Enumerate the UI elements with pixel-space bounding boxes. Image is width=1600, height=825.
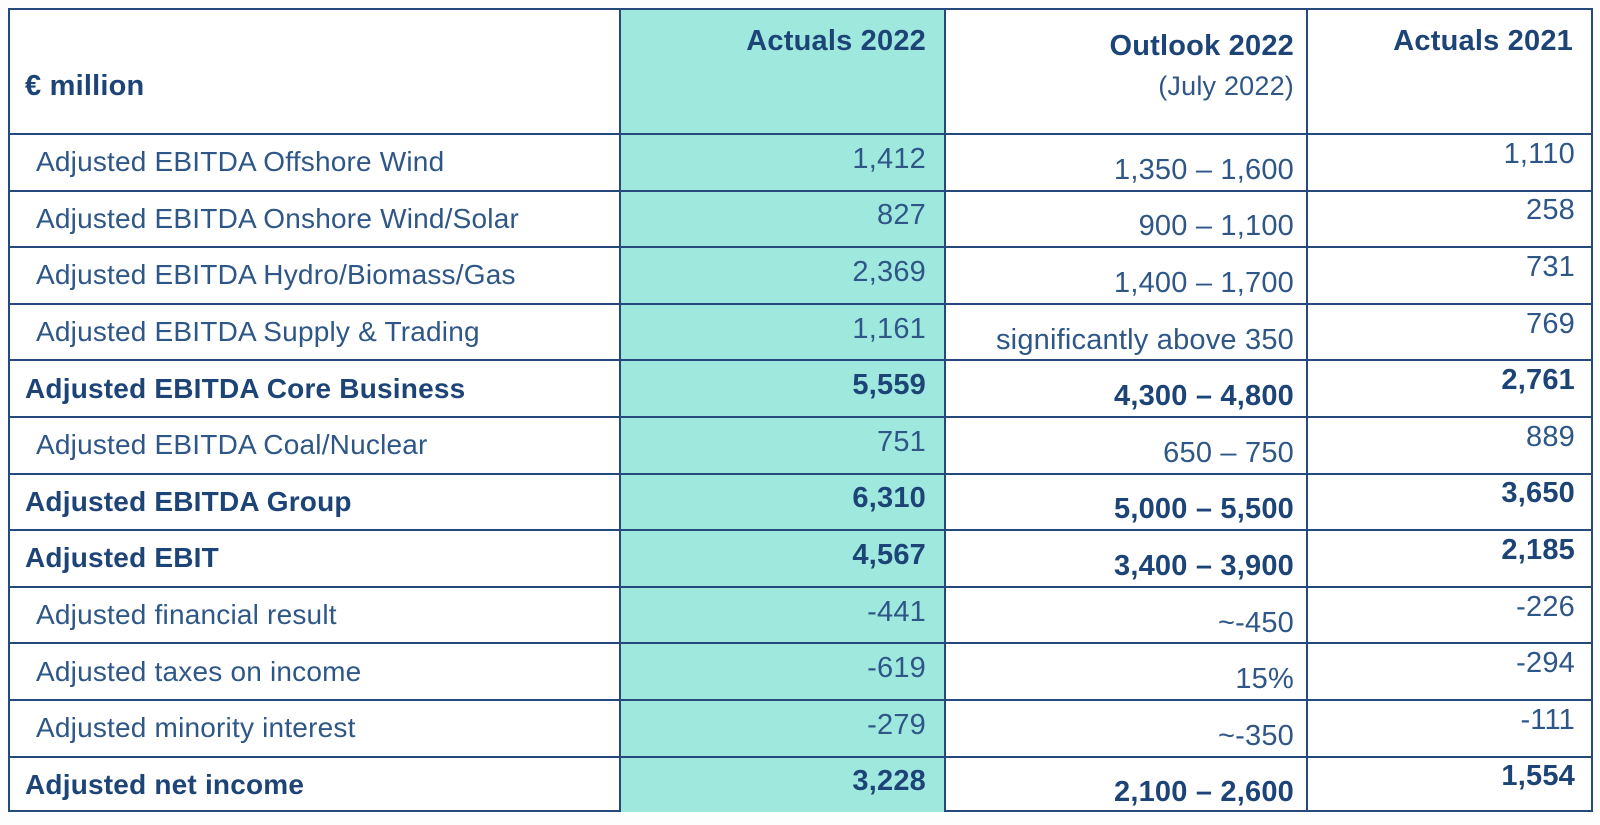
table-row: Adjusted EBIT 4,567 3,400 – 3,900 2,185 xyxy=(10,529,1591,586)
actuals-2022-cell: 6,310 xyxy=(621,474,946,530)
table-header-row: € million Actuals 2022 Outlook 2022 (Jul… xyxy=(10,10,1591,133)
actuals-2022-cell: -441 xyxy=(621,587,946,643)
column-header-outlook-2022: Outlook 2022 (July 2022) xyxy=(946,10,1308,133)
table-row: Adjusted taxes on income -619 15% -294 xyxy=(10,642,1591,699)
outlook-2022-cell: 1,400 – 1,700 xyxy=(946,248,1308,303)
column-header-outlook-subtitle: (July 2022) xyxy=(1158,71,1294,102)
outlook-2022-cell: 5,000 – 5,500 xyxy=(946,474,1308,530)
column-header-outlook-title: Outlook 2022 xyxy=(1109,30,1294,62)
actuals-2021-cell: 769 xyxy=(1526,307,1575,340)
actuals-2022-cell: -279 xyxy=(621,700,946,756)
outlook-2022-cell: significantly above 350 xyxy=(946,304,1308,360)
actuals-2021-cell: 258 xyxy=(1526,194,1575,227)
column-header-actuals-2022: Actuals 2022 xyxy=(621,10,946,133)
table-row: Adjusted EBITDA Hydro/Biomass/Gas 2,369 … xyxy=(10,246,1591,303)
table-row: Adjusted minority interest -279 ~-350 -1… xyxy=(10,698,1591,756)
financials-table: € million Actuals 2022 Outlook 2022 (Jul… xyxy=(8,8,1593,813)
row-label: Adjusted EBITDA Core Business xyxy=(10,361,621,416)
outlook-2022-cell: 900 – 1,100 xyxy=(946,191,1308,247)
actuals-2021-cell: -226 xyxy=(1516,590,1575,623)
row-label: Adjusted EBITDA Offshore Wind xyxy=(10,135,621,190)
actuals-2021-cell: 731 xyxy=(1526,250,1575,283)
actuals-2021-cell: 1,110 xyxy=(1503,137,1575,170)
row-label: Adjusted EBITDA Group xyxy=(10,474,621,530)
table-row: Adjusted EBITDA Offshore Wind 1,412 1,35… xyxy=(10,133,1591,190)
row-label: Adjusted EBITDA Hydro/Biomass/Gas xyxy=(10,248,621,303)
table-row: Adjusted EBITDA Core Business 5,559 4,30… xyxy=(10,359,1591,416)
actuals-2021-cell: -294 xyxy=(1516,647,1575,680)
actuals-2022-cell: 1,412 xyxy=(621,135,946,190)
actuals-2021-cell: -111 xyxy=(1520,703,1575,736)
table-row: Adjusted financial result -441 ~-450 -22… xyxy=(10,585,1591,643)
column-header-actuals-2021: Actuals 2021 xyxy=(1393,25,1573,57)
outlook-2022-cell: 4,300 – 4,800 xyxy=(946,361,1308,416)
actuals-2022-cell: 751 xyxy=(621,417,946,473)
outlook-2022-cell: ~-450 xyxy=(946,587,1308,643)
row-label: Adjusted taxes on income xyxy=(10,644,621,699)
actuals-2022-cell: 5,559 xyxy=(621,361,946,416)
actuals-2021-cell: 3,650 xyxy=(1501,477,1575,510)
table-row: Adjusted EBITDA Group 6,310 5,000 – 5,50… xyxy=(10,472,1591,530)
actuals-2021-cell: 2,185 xyxy=(1501,533,1575,566)
row-label: Adjusted financial result xyxy=(10,587,621,643)
actuals-2022-cell: 827 xyxy=(621,191,946,247)
row-label: Adjusted EBIT xyxy=(10,531,621,586)
actuals-2021-cell: 889 xyxy=(1526,420,1575,453)
table-row: Adjusted net income 3,228 2,100 – 2,600 … xyxy=(10,755,1591,813)
actuals-2022-cell: 1,161 xyxy=(621,304,946,360)
row-label: Adjusted EBITDA Coal/Nuclear xyxy=(10,417,621,473)
row-label: Adjusted minority interest xyxy=(10,700,621,756)
actuals-2021-cell: 1,554 xyxy=(1501,760,1575,793)
table-row: Adjusted EBITDA Coal/Nuclear 751 650 – 7… xyxy=(10,415,1591,473)
row-label: Adjusted EBITDA Onshore Wind/Solar xyxy=(10,191,621,247)
outlook-2022-cell: 1,350 – 1,600 xyxy=(946,135,1308,190)
actuals-2022-cell: 2,369 xyxy=(621,248,946,303)
table-row: Adjusted EBITDA Supply & Trading 1,161 s… xyxy=(10,302,1591,360)
outlook-2022-cell: 3,400 – 3,900 xyxy=(946,531,1308,586)
row-label: Adjusted net income xyxy=(10,757,621,813)
outlook-2022-cell: ~-350 xyxy=(946,700,1308,756)
actuals-2021-cell: 2,761 xyxy=(1501,364,1575,397)
outlook-2022-cell: 2,100 – 2,600 xyxy=(946,757,1308,813)
actuals-2022-cell: 4,567 xyxy=(621,531,946,586)
outlook-2022-cell: 15% xyxy=(946,644,1308,699)
unit-header-cell: € million xyxy=(10,10,621,133)
table-row: Adjusted EBITDA Onshore Wind/Solar 827 9… xyxy=(10,189,1591,247)
outlook-2022-cell: 650 – 750 xyxy=(946,417,1308,473)
row-label: Adjusted EBITDA Supply & Trading xyxy=(10,304,621,360)
actuals-2022-cell: -619 xyxy=(621,644,946,699)
actuals-2022-cell: 3,228 xyxy=(621,757,946,813)
